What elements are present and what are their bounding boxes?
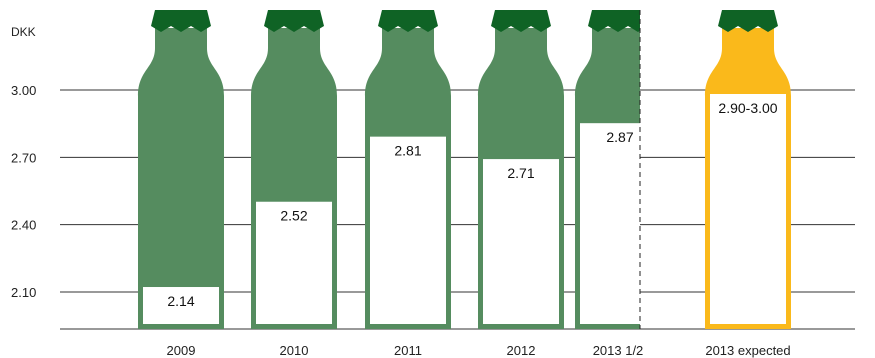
value-fill [256,201,332,324]
value-label: 2.87 [606,129,633,145]
bottle-2013-expected: 2.90-3.00 [705,10,791,329]
value-fill [370,136,446,324]
bottle-cap [378,10,438,32]
category-label: 2009 [167,343,196,358]
value-fill [143,287,219,324]
y-tick-label: 2.10 [11,285,36,300]
value-label: 2.90-3.00 [718,100,777,116]
y-tick-label: 2.70 [11,150,36,165]
y-tick-label: 3.00 [11,83,36,98]
labels: 2009 2010 2011 2012 2013 1/2 2013 expected [167,10,791,358]
value-label: 2.14 [167,293,194,309]
category-label: 2013 1/2 [593,343,644,358]
value-label: 2.52 [280,208,307,224]
bottle-cap [151,10,211,32]
bottle-2009: 2.14 [138,10,224,329]
category-label: 2013 expected [705,343,790,358]
bottles: 2.14 2.52 2.81 2.71 2.87 2.90-3.00 [138,10,791,329]
bottle-2010: 2.52 [251,10,337,329]
value-fill [483,159,559,324]
value-fill [710,94,786,324]
bottle-cap [718,10,778,32]
value-label: 2.81 [394,143,421,159]
bottle-2011: 2.81 [365,10,451,329]
value-fill [580,123,640,324]
category-label: 2010 [280,343,309,358]
bottle-body [138,28,224,329]
category-label: 2012 [507,343,536,358]
value-label: 2.71 [507,165,534,181]
y-axis-unit-label: DKK [11,25,36,39]
category-label: 2011 [394,343,422,358]
bottle-cap [588,10,640,32]
bottle-2013-1-2: 2.87 [575,10,640,329]
bottle-cap [264,10,324,32]
bottle-cap [491,10,551,32]
y-tick-label: 2.40 [11,218,36,233]
bottle-2012: 2.71 [478,10,564,329]
